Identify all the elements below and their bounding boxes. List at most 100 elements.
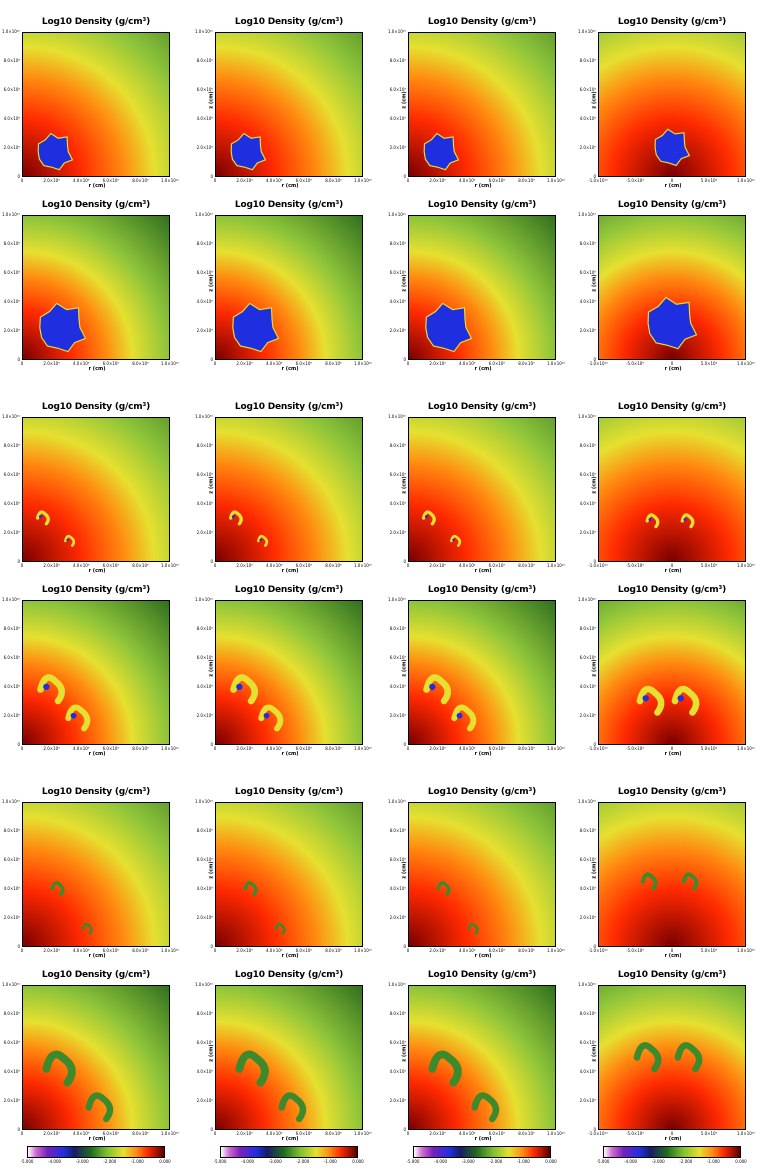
x-tick-label: -1.0×10¹⁰ [588, 1131, 608, 1136]
density-panel: Log10 Density (g/cm³) 0 2.0×10⁹ 4.0×10⁹ 6.0×… [2, 970, 179, 1142]
x-tick-label: 2.0×10⁹ [43, 1131, 60, 1136]
density-panel: Log10 Density (g/cm³) 0 2.0×10⁹ 4.0×10⁹ 6.0×… [388, 17, 565, 189]
y-tick-label: 8.0×10⁹ [389, 241, 406, 247]
x-axis-ticks: 0 2.0×10⁹ 4.0×10⁹ 6.0×10⁹ 8.0×10⁹ 1.0×10¹⁰ [407, 746, 565, 752]
y-tick-label: 0 [403, 1127, 406, 1133]
y-tick-label: 0 [17, 559, 20, 565]
y-tick-label: 2.0×10⁹ [579, 1098, 596, 1104]
y-tick-label: 2.0×10⁹ [196, 145, 213, 151]
colorbar-tick-label: -3.000 [651, 1159, 665, 1164]
x-tick-label: 8.0×10⁹ [518, 948, 535, 953]
density-background [216, 803, 362, 946]
density-map [598, 32, 746, 177]
x-tick-label: 8.0×10⁹ [132, 178, 149, 183]
y-tick-label: 1.0×10¹⁰ [577, 414, 596, 420]
colorbar-tick-label: -2.000 [296, 1159, 310, 1164]
x-tick-label: 1.0×10¹⁰ [736, 746, 756, 751]
colorbar-tick-label: -5.000 [20, 1159, 34, 1164]
x-tick-label: 0 [406, 361, 410, 366]
density-background [23, 986, 169, 1129]
y-tick-label: 1.0×10¹⁰ [1, 982, 20, 988]
x-tick-label: 8.0×10⁹ [325, 948, 342, 953]
y-tick-label: 4.0×10⁹ [196, 116, 213, 122]
density-map [215, 802, 363, 947]
x-tick-label: 1.0×10¹⁰ [546, 563, 566, 568]
x-tick-label: 0 [406, 178, 410, 183]
y-tick-label: 8.0×10⁹ [3, 828, 20, 834]
x-axis-ticks: 0 2.0×10⁹ 4.0×10⁹ 6.0×10⁹ 8.0×10⁹ 1.0×10¹⁰ [214, 361, 372, 367]
x-axis-ticks: 0 2.0×10⁹ 4.0×10⁹ 6.0×10⁹ 8.0×10⁹ 1.0×10¹⁰ [21, 563, 179, 569]
density-map [215, 985, 363, 1130]
plume-finger [257, 534, 269, 547]
colorbar-tick-label: -4.000 [241, 1159, 255, 1164]
density-map [22, 802, 170, 947]
x-tick-label: -1.0×10¹⁰ [588, 361, 608, 366]
y-axis-label: z (cm) [208, 91, 215, 109]
x-tick-label: 4.0×10⁹ [458, 178, 476, 183]
y-axis-label: z (cm) [401, 861, 408, 879]
density-map [408, 417, 556, 562]
x-tick-label: 1.0×10¹⁰ [353, 746, 373, 751]
y-tick-label: 6.0×10⁹ [579, 472, 596, 478]
y-tick-label: 4.0×10⁹ [196, 1069, 213, 1075]
plume-core [43, 683, 50, 690]
x-axis-label: r (cm) [664, 1136, 682, 1142]
y-tick-label: 8.0×10⁹ [196, 443, 213, 449]
y-tick-label: 4.0×10⁹ [579, 684, 596, 690]
density-map [22, 600, 170, 745]
density-panel: Log10 Density (g/cm³) 0 2.0×10⁹ 4.0×10⁹ 6.0×… [578, 970, 755, 1142]
plume-core [231, 515, 236, 519]
x-tick-label: 6.0×10⁹ [295, 746, 312, 751]
plume-finger [278, 1092, 307, 1123]
x-axis-ticks: 0 2.0×10⁹ 4.0×10⁹ 6.0×10⁹ 8.0×10⁹ 1.0×10¹⁰ [21, 746, 179, 752]
panel-title: Log10 Density (g/cm³) [427, 17, 537, 27]
density-field [409, 216, 555, 359]
y-axis-label: z (cm) [208, 1044, 215, 1062]
x-tick-label: 0 [20, 948, 24, 953]
y-tick-label: 0 [17, 944, 20, 950]
x-tick-label: 0 [670, 361, 674, 366]
plume-finger [645, 513, 660, 529]
density-panel: Log10 Density (g/cm³) 0 2.0×10⁹ 4.0×10⁹ 6.0×… [2, 787, 179, 959]
x-tick-label: 1.0×10¹⁰ [546, 948, 566, 953]
y-axis-ticks: 0 2.0×10⁹ 4.0×10⁹ 6.0×10⁹ 8.0×10⁹ 1.0×10¹⁰ [386, 597, 406, 747]
y-tick-label: 0 [210, 944, 213, 950]
y-axis-label: z (cm) [208, 861, 215, 879]
plume-blob [654, 128, 691, 167]
plume-finger [64, 534, 76, 547]
density-field [216, 601, 362, 744]
x-tick-label: 1.0×10¹⁰ [736, 948, 756, 953]
density-field [409, 601, 555, 744]
plume-core [424, 515, 429, 519]
y-tick-label: 0 [210, 174, 213, 180]
density-background [409, 803, 555, 946]
y-tick-label: 2.0×10⁹ [3, 145, 20, 151]
x-tick-label: 8.0×10⁹ [518, 361, 535, 366]
y-tick-label: 6.0×10⁹ [389, 1040, 406, 1046]
y-tick-label: 4.0×10⁹ [389, 886, 406, 892]
plume-finger [640, 872, 658, 891]
x-tick-label: 6.0×10⁹ [488, 178, 505, 183]
y-axis-ticks: 0 2.0×10⁹ 4.0×10⁹ 6.0×10⁹ 8.0×10⁹ 1.0×10¹⁰ [386, 414, 406, 564]
x-tick-label: 2.0×10⁹ [236, 361, 253, 366]
y-tick-label: 4.0×10⁹ [389, 501, 406, 507]
y-tick-label: 8.0×10⁹ [579, 58, 596, 64]
x-tick-label: 4.0×10⁹ [72, 948, 90, 953]
x-tick-label: 1.0×10¹⁰ [160, 746, 180, 751]
x-axis-label: r (cm) [281, 953, 299, 959]
plume-finger [674, 1042, 703, 1073]
x-tick-label: 5.0×10⁹ [700, 1131, 718, 1136]
x-tick-label: 1.0×10¹⁰ [736, 563, 756, 568]
density-background [599, 601, 745, 744]
x-axis-label: r (cm) [281, 366, 299, 372]
y-tick-label: 6.0×10⁹ [389, 857, 406, 863]
y-tick-label: 8.0×10⁹ [579, 626, 596, 632]
plume-finger [633, 1042, 662, 1073]
x-tick-label: 1.0×10¹⁰ [353, 563, 373, 568]
x-axis-ticks: 0 2.0×10⁹ 4.0×10⁹ 6.0×10⁹ 8.0×10⁹ 1.0×10¹⁰ [214, 1131, 372, 1137]
panel-title: Log10 Density (g/cm³) [617, 585, 727, 595]
x-tick-label: 4.0×10⁹ [265, 746, 283, 751]
y-axis-ticks: 0 2.0×10⁹ 4.0×10⁹ 6.0×10⁹ 8.0×10⁹ 1.0×10¹⁰ [576, 29, 596, 179]
y-axis-label: z (cm) [208, 274, 215, 292]
x-tick-label: 8.0×10⁹ [132, 948, 149, 953]
